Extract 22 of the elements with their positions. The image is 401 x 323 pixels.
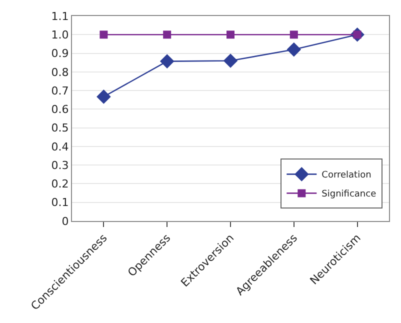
legend-label: Correlation bbox=[322, 170, 372, 181]
point bbox=[290, 30, 298, 39]
y-tick-label: 0 bbox=[62, 214, 69, 228]
point bbox=[223, 54, 238, 68]
point bbox=[96, 90, 111, 104]
y-tick-label: 0.8 bbox=[51, 66, 69, 79]
y-tick-label: 0.5 bbox=[51, 122, 69, 135]
y-tick-label: 0.7 bbox=[51, 84, 69, 98]
y-tick-label: 0.9 bbox=[51, 47, 69, 60]
point bbox=[160, 54, 174, 68]
point bbox=[226, 30, 234, 39]
y-tick-label: 0.2 bbox=[51, 178, 69, 191]
y-tick-label: 1.0 bbox=[51, 28, 69, 42]
y-tick-label: 0.4 bbox=[51, 140, 69, 154]
y-tick-label: 0.6 bbox=[51, 103, 69, 116]
legend-label: Significance bbox=[322, 190, 377, 200]
point bbox=[100, 30, 108, 39]
y-tick-label: 1.1 bbox=[51, 10, 69, 23]
point bbox=[286, 42, 302, 57]
point bbox=[163, 30, 172, 39]
y-tick-label: 0.3 bbox=[51, 158, 69, 172]
y-tick-label: 0.1 bbox=[51, 196, 69, 210]
